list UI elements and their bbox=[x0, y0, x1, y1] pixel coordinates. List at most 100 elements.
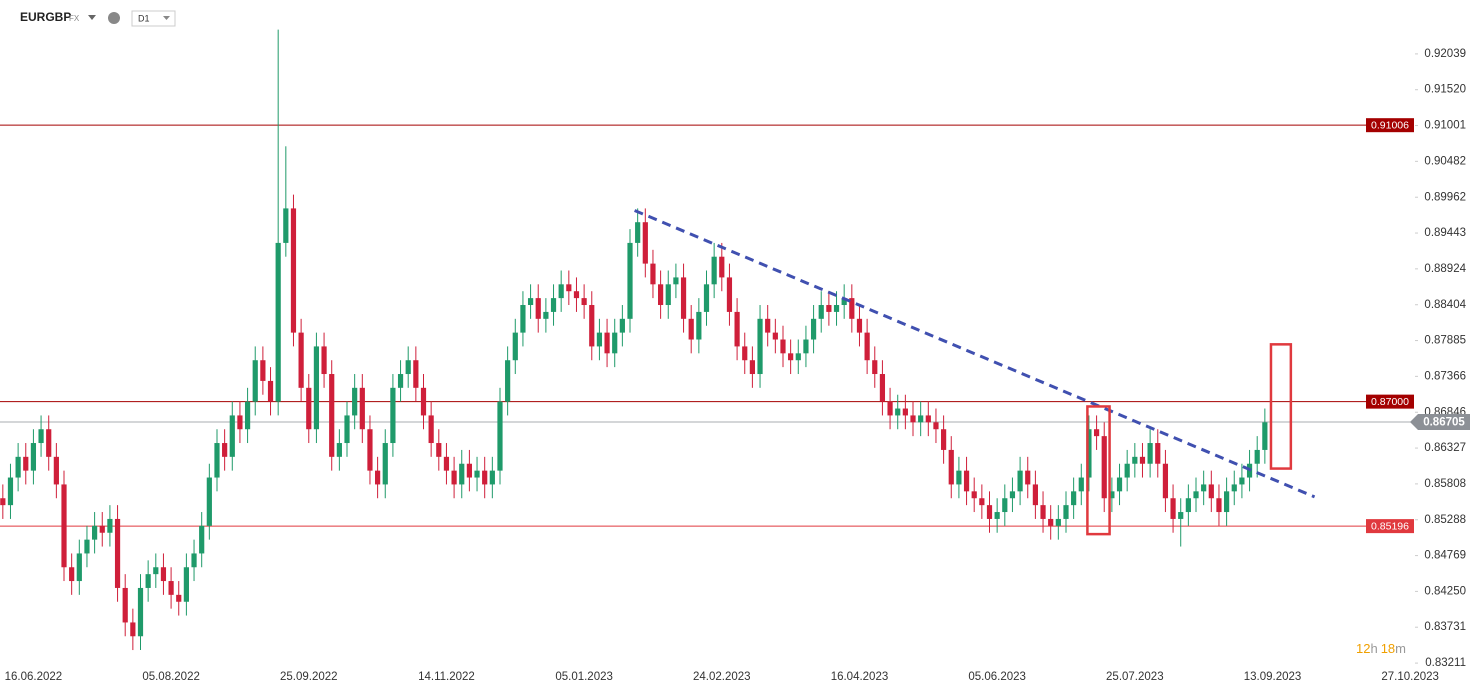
symbol-dropdown[interactable] bbox=[88, 15, 96, 20]
candle-body bbox=[260, 360, 266, 381]
candle-body bbox=[742, 346, 748, 361]
candle-body bbox=[856, 318, 863, 333]
candle-body bbox=[635, 222, 641, 243]
candle-body bbox=[765, 318, 771, 333]
candle-body bbox=[627, 242, 633, 319]
candle-body bbox=[642, 222, 648, 264]
highlight-box bbox=[1269, 343, 1293, 470]
candle-body bbox=[612, 332, 618, 354]
candle-body bbox=[543, 311, 549, 319]
candle-body bbox=[658, 284, 664, 306]
candle-body bbox=[122, 587, 128, 623]
candle-body bbox=[1139, 456, 1146, 464]
countdown-hours-unit: h bbox=[1370, 641, 1377, 656]
candle-body bbox=[941, 429, 947, 450]
candle-body bbox=[222, 443, 228, 457]
candle-body bbox=[971, 491, 977, 499]
candle-body bbox=[719, 256, 725, 278]
candle-body bbox=[306, 387, 312, 430]
candle-body bbox=[321, 346, 327, 375]
candle-body bbox=[199, 525, 205, 554]
candle-body bbox=[168, 581, 174, 595]
candle-body bbox=[680, 277, 687, 319]
last-price-label: 0.86705 bbox=[1423, 417, 1465, 429]
candle-body bbox=[375, 470, 381, 485]
candle-body bbox=[1132, 456, 1138, 464]
candle-body bbox=[1124, 463, 1130, 478]
y-tick-label: 0.87885 bbox=[1424, 335, 1466, 347]
candle-body bbox=[948, 449, 954, 485]
candle-body bbox=[979, 498, 985, 506]
candle-body bbox=[849, 298, 855, 319]
candle-body bbox=[298, 332, 304, 388]
market: FX bbox=[69, 14, 80, 23]
candle-body bbox=[1101, 436, 1107, 499]
candle-body bbox=[581, 298, 587, 306]
candle-body bbox=[214, 443, 220, 478]
candle-body bbox=[558, 284, 564, 299]
symbol[interactable]: EURGBP bbox=[20, 10, 71, 24]
candle-body bbox=[688, 318, 694, 340]
x-tick-label: 27.10.2023 bbox=[1381, 671, 1439, 683]
candle-body bbox=[696, 311, 702, 340]
candle-body bbox=[826, 305, 832, 312]
candle-body bbox=[512, 332, 518, 361]
candle-body bbox=[1155, 443, 1161, 464]
candle-body bbox=[443, 456, 450, 471]
candle-body bbox=[1193, 491, 1199, 499]
candle-body bbox=[1009, 491, 1016, 499]
candle-body bbox=[963, 470, 970, 492]
candle-body bbox=[772, 332, 778, 340]
y-tick-label: 0.85288 bbox=[1424, 514, 1466, 526]
y-tick-label: 0.91520 bbox=[1424, 84, 1466, 96]
candle-body bbox=[810, 318, 817, 340]
candle-body bbox=[191, 553, 197, 568]
candle-body bbox=[336, 443, 342, 457]
candle-body bbox=[1162, 463, 1169, 499]
interval-select[interactable] bbox=[131, 10, 176, 27]
candle-body bbox=[15, 456, 21, 478]
candle-body bbox=[1017, 470, 1023, 492]
candle-body bbox=[176, 594, 182, 602]
candle-body bbox=[734, 311, 740, 347]
candle-body bbox=[520, 305, 526, 333]
candle-body bbox=[933, 422, 939, 430]
candle-body bbox=[99, 525, 105, 533]
info-icon[interactable] bbox=[108, 12, 120, 24]
candle-body bbox=[1254, 449, 1260, 464]
level-tag bbox=[1366, 519, 1414, 534]
candle-body bbox=[482, 470, 488, 485]
candle-body bbox=[1063, 505, 1069, 519]
candle-body bbox=[405, 360, 411, 375]
candle-body bbox=[497, 401, 503, 471]
candle-body bbox=[864, 332, 870, 361]
candle-body bbox=[1032, 484, 1038, 506]
candle-body bbox=[604, 332, 610, 354]
candle-body bbox=[1170, 498, 1176, 519]
level-tag-label: 0.87000 bbox=[1371, 396, 1409, 408]
candle-body bbox=[872, 360, 878, 375]
candle-body bbox=[1055, 518, 1061, 526]
candle-body bbox=[183, 567, 189, 602]
candle-body bbox=[818, 305, 824, 319]
y-tick-label: 0.89962 bbox=[1424, 191, 1466, 203]
x-tick-label: 13.09.2023 bbox=[1244, 671, 1302, 683]
candle-body bbox=[665, 284, 671, 306]
candle-body bbox=[1231, 484, 1237, 492]
candle-body bbox=[137, 587, 144, 637]
candle-body bbox=[1216, 498, 1222, 513]
x-tick-label: 16.04.2023 bbox=[831, 671, 889, 683]
y-tick-label: 0.83731 bbox=[1424, 621, 1466, 633]
candle-body bbox=[1078, 477, 1084, 492]
candle-body bbox=[0, 498, 6, 506]
candle-body bbox=[994, 512, 1000, 519]
y-tick-label: 0.84769 bbox=[1424, 550, 1466, 562]
y-tick-label: 0.87366 bbox=[1424, 370, 1466, 382]
candle-body bbox=[1002, 498, 1008, 513]
candle-body bbox=[474, 470, 480, 478]
candle-body bbox=[566, 284, 572, 292]
candle-body bbox=[535, 298, 541, 319]
candle-body bbox=[841, 298, 847, 306]
